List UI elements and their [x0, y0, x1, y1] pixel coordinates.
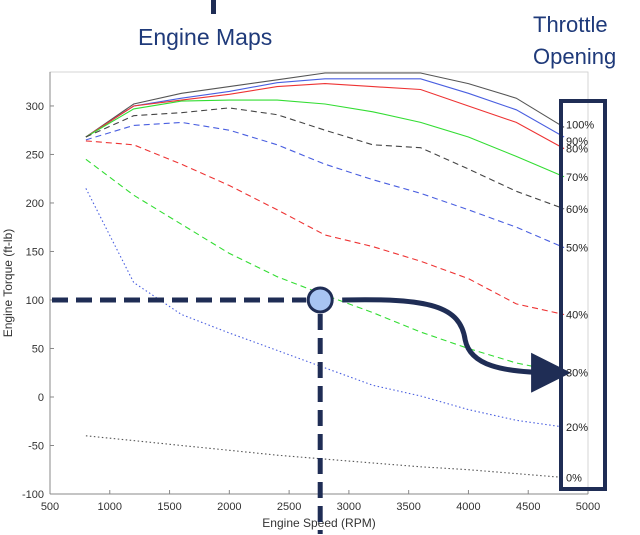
throttle-title-line-2: Opening — [533, 44, 617, 69]
x-tick-label: 2000 — [217, 501, 241, 513]
series-line-30pct — [85, 158, 565, 374]
operating-point-marker — [306, 286, 334, 314]
throttle-label-40pct: 40% — [566, 310, 588, 322]
series-line-100pct — [85, 72, 565, 138]
throttle-title-line-1: Throttle — [533, 12, 608, 37]
throttle-label-30pct: 30% — [566, 368, 588, 380]
throttle-label-90pct: 90% — [566, 136, 588, 148]
x-tick-label: 500 — [41, 501, 59, 513]
series-line-80pct — [85, 83, 565, 150]
y-tick-label: 300 — [26, 101, 44, 113]
series-line-60pct — [85, 107, 565, 210]
y-tick-label: 200 — [26, 198, 44, 210]
series-line-40pct — [85, 140, 565, 316]
series-line-0pct — [85, 435, 565, 479]
throttle-legend-box — [559, 99, 607, 491]
transition-arrow — [342, 297, 572, 393]
x-tick-label: 3000 — [337, 501, 361, 513]
header-accent-bar — [211, 0, 216, 14]
y-tick-label: 150 — [26, 246, 44, 258]
y-tick-label: 100 — [26, 295, 44, 307]
plot-frame — [49, 71, 589, 495]
x-tick-label: 5000 — [576, 501, 600, 513]
x-axis-label: Engine Speed (RPM) — [262, 516, 375, 530]
x-tick-label: 4000 — [456, 501, 480, 513]
y-tick-label: -100 — [22, 489, 44, 501]
throttle-label-20pct: 20% — [566, 422, 588, 434]
throttle-label-60pct: 60% — [566, 204, 588, 216]
throttle-label-70pct: 70% — [566, 172, 588, 184]
throttle-label-50pct: 50% — [566, 243, 588, 255]
x-tick-label: 4500 — [516, 501, 540, 513]
x-tick-label: 1500 — [157, 501, 181, 513]
series-line-90pct — [85, 78, 565, 138]
y-axis-label: Engine Torque (ft-lb) — [1, 229, 15, 338]
y-tick-label: 250 — [26, 149, 44, 161]
throttle-label-80pct: 80% — [566, 144, 588, 156]
throttle-label-0pct: 0% — [566, 473, 582, 485]
x-tick-label: 2500 — [277, 501, 301, 513]
y-tick-label: 50 — [32, 343, 44, 355]
chart-title: Engine Maps — [138, 24, 273, 50]
series-line-50pct — [85, 121, 565, 249]
series-line-70pct — [85, 99, 565, 178]
x-tick-label: 1000 — [98, 501, 122, 513]
x-tick-label: 3500 — [396, 501, 420, 513]
y-tick-label: -50 — [28, 440, 44, 452]
series-line-20pct — [85, 188, 565, 428]
throttle-label-100pct: 100% — [566, 119, 594, 131]
y-tick-label: 0 — [38, 392, 44, 404]
